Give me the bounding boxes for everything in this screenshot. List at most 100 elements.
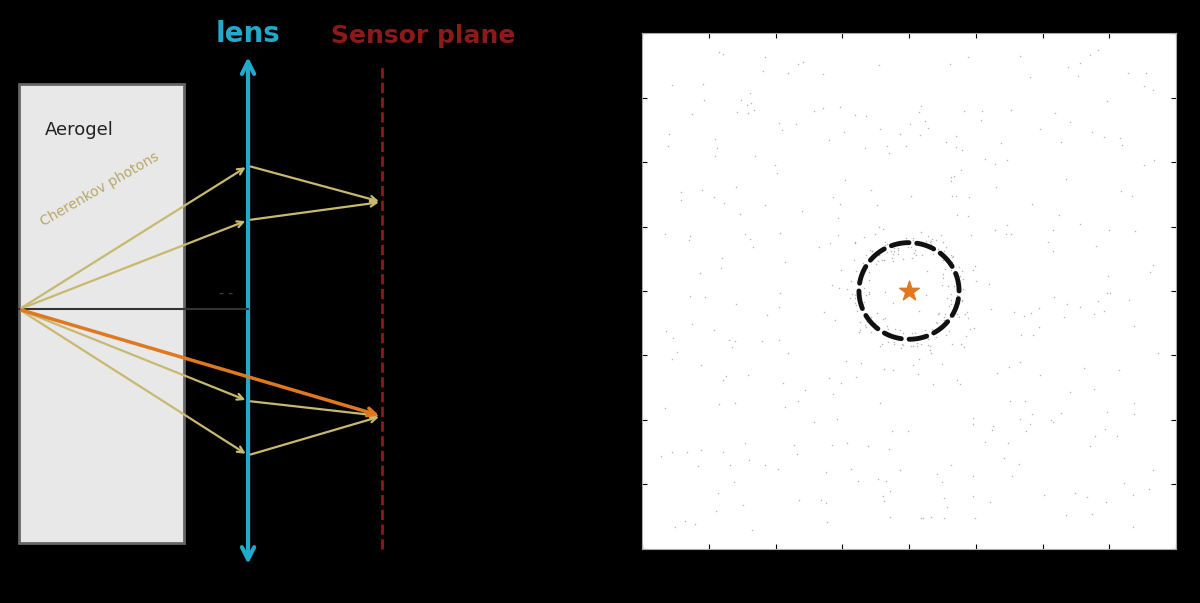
Point [955, 107, 974, 116]
Point [1051, 137, 1070, 147]
Point [893, 254, 912, 264]
Point [757, 310, 776, 320]
Point [743, 242, 762, 252]
Point [676, 516, 695, 526]
Point [948, 290, 967, 300]
Point [893, 237, 912, 247]
Point [947, 191, 966, 200]
Point [830, 199, 850, 209]
Point [905, 245, 924, 255]
Point [851, 317, 870, 327]
Point [662, 354, 682, 364]
Point [1134, 160, 1153, 169]
Point [788, 396, 808, 406]
Point [934, 274, 953, 283]
Point [840, 293, 859, 303]
Point [1124, 226, 1144, 236]
Point [964, 265, 983, 275]
Point [770, 288, 790, 298]
Point [1070, 219, 1090, 229]
Point [929, 309, 948, 318]
Point [920, 239, 940, 249]
Point [1086, 431, 1105, 441]
Point [917, 236, 936, 246]
Point [1003, 471, 1022, 481]
Point [853, 300, 872, 309]
Point [1100, 288, 1120, 298]
Point [842, 289, 862, 298]
Point [1070, 58, 1090, 68]
Point [944, 171, 964, 181]
Point [946, 276, 965, 286]
Point [946, 267, 965, 277]
Point [941, 295, 960, 305]
Point [883, 256, 902, 266]
Point [768, 168, 787, 178]
Point [906, 250, 925, 259]
Point [1030, 322, 1049, 332]
Point [932, 280, 952, 289]
Point [911, 239, 930, 249]
Point [832, 377, 851, 387]
Point [960, 192, 979, 201]
Point [1045, 108, 1064, 118]
Point [982, 425, 1001, 434]
Point [1010, 51, 1030, 60]
Point [1058, 62, 1078, 72]
Point [860, 245, 880, 254]
Point [863, 246, 882, 256]
Point [976, 437, 995, 447]
Point [928, 470, 947, 479]
Point [706, 134, 725, 144]
Point [838, 438, 857, 448]
Point [911, 130, 930, 140]
Point [953, 295, 972, 305]
Point [941, 265, 960, 274]
Point [731, 209, 750, 219]
Point [1015, 396, 1034, 405]
Point [1112, 140, 1132, 150]
Point [1070, 302, 1090, 311]
Point [1002, 106, 1021, 115]
Point [857, 290, 876, 300]
Point [928, 318, 947, 327]
Point [1142, 466, 1162, 475]
Point [904, 235, 923, 245]
Point [998, 438, 1018, 448]
Point [790, 495, 809, 505]
Point [859, 267, 878, 277]
Point [692, 361, 712, 370]
Point [850, 293, 869, 303]
Point [875, 237, 894, 247]
Point [708, 488, 727, 497]
Point [932, 477, 952, 487]
Point [1016, 426, 1036, 436]
Point [708, 143, 727, 153]
Point [817, 499, 836, 508]
Point [851, 358, 870, 368]
Point [848, 277, 868, 286]
Point [868, 475, 887, 484]
Point [935, 315, 954, 325]
Point [835, 127, 854, 136]
Point [932, 359, 952, 368]
Point [683, 319, 702, 329]
Point [817, 467, 836, 477]
Point [952, 165, 971, 175]
Point [935, 493, 954, 502]
Point [1020, 419, 1039, 429]
Point [851, 325, 870, 335]
Point [1012, 330, 1031, 340]
Point [1061, 387, 1080, 396]
Point [846, 238, 865, 247]
Point [916, 290, 935, 300]
Point [854, 265, 874, 274]
Point [905, 248, 924, 257]
Point [954, 342, 973, 352]
Point [958, 313, 977, 323]
Point [814, 69, 833, 79]
Point [980, 497, 1000, 507]
Point [964, 413, 983, 423]
Point [1123, 522, 1142, 532]
Point [870, 323, 889, 333]
